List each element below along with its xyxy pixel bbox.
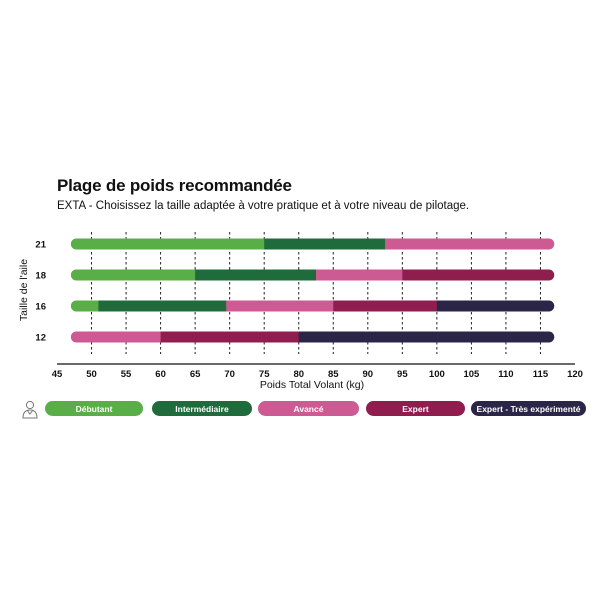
- x-tick-label: 100: [429, 369, 445, 380]
- bar-segment: [70, 269, 196, 281]
- x-tick-label: 120: [567, 369, 583, 380]
- bar-segment: [436, 300, 555, 312]
- x-tick-label: 90: [363, 369, 374, 380]
- bar-segment: [160, 331, 300, 343]
- bar-segment: [316, 269, 403, 281]
- x-tick-label: 70: [224, 369, 235, 380]
- bar-segment: [264, 238, 386, 250]
- y-tick-label: 21: [35, 240, 46, 251]
- x-tick-label: 85: [328, 369, 339, 380]
- chart-title: Plage de poids recommandée: [57, 176, 292, 195]
- pilot-person-icon: [21, 399, 39, 419]
- x-tick-label: 80: [293, 369, 304, 380]
- bar-segment: [70, 300, 99, 312]
- bar-row-21: [70, 238, 555, 250]
- bar-segment: [402, 269, 555, 281]
- x-tick-label: 115: [533, 369, 549, 380]
- legend: Débutant Intermédiaire Avancé Expert Expert …: [0, 398, 600, 420]
- x-tick-label: 105: [463, 369, 480, 380]
- bar-segment: [98, 300, 227, 312]
- x-tick-label: 75: [259, 369, 270, 380]
- bar-segment: [70, 331, 162, 343]
- bar-segment: [385, 238, 555, 250]
- x-axis-label: Poids Total Volant (kg): [260, 379, 364, 391]
- y-tick-label: 12: [35, 333, 46, 344]
- bar-segment: [333, 300, 438, 312]
- x-tick-label: 60: [155, 369, 166, 380]
- bar-row-18: [70, 269, 555, 281]
- legend-item: Intermédiaire: [152, 401, 252, 416]
- x-tick-label: 45: [52, 369, 63, 380]
- x-tick-label: 110: [498, 369, 513, 380]
- bar-segment: [70, 238, 265, 250]
- bar-segment: [226, 300, 334, 312]
- x-tick-label: 65: [190, 369, 201, 380]
- y-tick-label: 18: [35, 271, 46, 282]
- legend-item: Expert: [366, 401, 465, 416]
- bars: [70, 238, 555, 343]
- bar-segment: [195, 269, 317, 281]
- grid-lines: [57, 232, 575, 365]
- x-tick-label: 55: [121, 369, 132, 380]
- y-tick-labels: 21 18 16 12: [35, 240, 46, 344]
- y-axis-label: Taille de l'aile: [18, 259, 30, 321]
- x-tick-label: 95: [397, 369, 408, 380]
- legend-item: Expert - Très expérimenté: [471, 401, 586, 416]
- bar-row-12: [70, 331, 555, 343]
- bar-segment: [298, 331, 555, 343]
- x-tick-labels: 45 50 55 60 65 70 75 80 85 90 95 100 105 110 115 120: [52, 369, 583, 380]
- y-tick-label: 16: [35, 302, 46, 313]
- legend-item: Débutant: [45, 401, 143, 416]
- chart-subtitle: EXTA - Choisissez la taille adaptée à vo…: [57, 200, 470, 212]
- x-tick-label: 50: [86, 369, 97, 380]
- bar-row-16: [70, 300, 555, 312]
- legend-item: Avancé: [258, 401, 359, 416]
